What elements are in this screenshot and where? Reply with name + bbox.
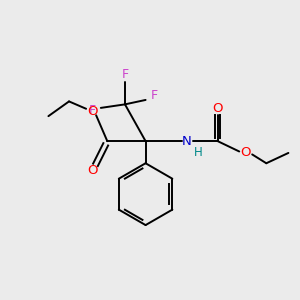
Text: F: F	[122, 68, 128, 81]
Text: F: F	[151, 89, 158, 102]
Text: O: O	[240, 146, 251, 159]
Text: O: O	[87, 164, 98, 177]
Text: O: O	[87, 105, 98, 118]
Text: H: H	[194, 146, 202, 159]
Text: F: F	[89, 104, 96, 117]
Text: N: N	[182, 135, 192, 148]
Text: O: O	[212, 102, 223, 115]
